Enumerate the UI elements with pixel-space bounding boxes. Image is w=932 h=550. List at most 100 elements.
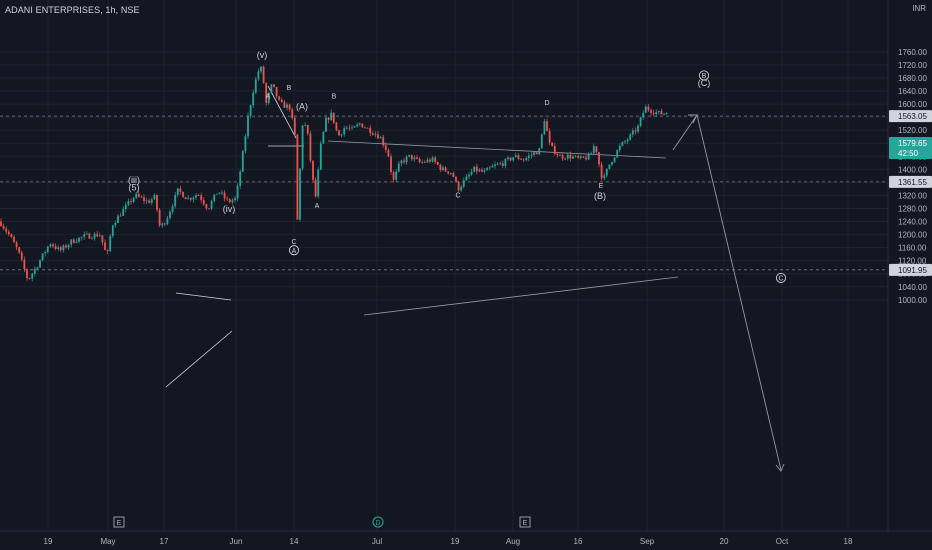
candle [364, 127, 366, 129]
candle [286, 104, 288, 108]
x-tick-label: 20 [720, 537, 729, 546]
candle [564, 158, 567, 160]
candle [387, 150, 390, 157]
candle [413, 157, 416, 160]
candle [488, 167, 491, 169]
candle [171, 206, 174, 212]
candle [93, 233, 96, 239]
wave-label: D [544, 100, 549, 107]
y-tick-label: 1400.00 [898, 165, 927, 174]
candle [605, 169, 608, 176]
candle [67, 244, 70, 248]
projection-arrowhead-down [775, 463, 785, 472]
candle [514, 155, 517, 158]
y-tick-label: 1040.00 [898, 283, 927, 292]
level-price-label: 1361.55 [898, 178, 927, 187]
candle [390, 156, 392, 173]
candle [280, 99, 283, 103]
candle [392, 172, 395, 180]
candle [163, 223, 166, 225]
trendline [165, 330, 233, 388]
candle [655, 112, 658, 115]
candle [449, 172, 452, 174]
candle [335, 122, 338, 131]
candle [70, 239, 73, 245]
last-price-tag [889, 137, 932, 159]
candle [182, 191, 184, 198]
earnings-marker-label: E [523, 520, 528, 527]
candle [517, 155, 520, 159]
trendline [363, 276, 679, 316]
y-tick-label: 1280.00 [898, 204, 927, 213]
candle [23, 259, 26, 270]
candle [592, 146, 595, 154]
candle [527, 155, 530, 159]
candle [332, 112, 335, 123]
candle [496, 163, 499, 165]
candle [189, 197, 192, 200]
candle [20, 252, 23, 260]
candle [231, 200, 234, 203]
candle [460, 186, 463, 191]
x-tick-label: Oct [776, 537, 789, 546]
candle [546, 121, 548, 132]
candle [478, 169, 481, 172]
candle [431, 157, 434, 162]
candle [325, 117, 327, 132]
wave-label-circle [698, 70, 710, 81]
earnings-marker [113, 516, 125, 528]
candle [379, 137, 382, 139]
earnings-marker [519, 516, 531, 528]
candle [338, 130, 340, 136]
candle [587, 153, 590, 160]
wave-label: (iii) [128, 175, 140, 185]
candle [202, 200, 205, 205]
candle [176, 188, 179, 195]
candle [5, 228, 8, 232]
level-price-label: 1563.05 [898, 112, 927, 121]
trendline [327, 140, 667, 159]
candle [423, 161, 426, 163]
candle [538, 148, 541, 155]
candle [153, 194, 156, 200]
candle [535, 152, 538, 155]
candle [31, 273, 34, 279]
wave-label: (C) [698, 78, 711, 88]
candle [494, 164, 496, 166]
projection-path [672, 113, 782, 471]
candle [54, 246, 57, 249]
candle [304, 124, 307, 126]
candle [356, 124, 359, 127]
time-axis[interactable]: 19 May 17 Jun 14 Jul 19 Aug 16 Sep 20 Oct 18 [0, 530, 932, 546]
x-tick-label: 16 [574, 537, 583, 546]
candle [265, 82, 268, 103]
y-tick-label: 1160.00 [898, 244, 927, 253]
y-tick-label: 1200.00 [898, 231, 927, 240]
candle [598, 152, 600, 165]
candle [187, 197, 190, 200]
wave-label: A [292, 248, 297, 255]
candle [509, 157, 512, 161]
candle [405, 156, 408, 163]
x-tick-label: May [100, 537, 115, 546]
candle [501, 163, 504, 167]
x-tick-label: 17 [160, 537, 169, 546]
candle [210, 201, 213, 209]
candle [13, 236, 15, 243]
candle [148, 200, 151, 203]
candle [278, 96, 281, 100]
x-tick-label: 19 [44, 537, 53, 546]
x-tick-label: Jul [372, 537, 382, 546]
countdown-label: 42:50 [898, 149, 919, 158]
trendline [267, 85, 297, 139]
candle [473, 166, 476, 172]
candle [410, 154, 413, 160]
level-price-tag [889, 110, 932, 123]
candle [143, 197, 145, 202]
wave-label: A [315, 203, 320, 210]
candle [96, 233, 99, 237]
wave-label: (5) [129, 183, 140, 193]
candle [595, 146, 598, 153]
